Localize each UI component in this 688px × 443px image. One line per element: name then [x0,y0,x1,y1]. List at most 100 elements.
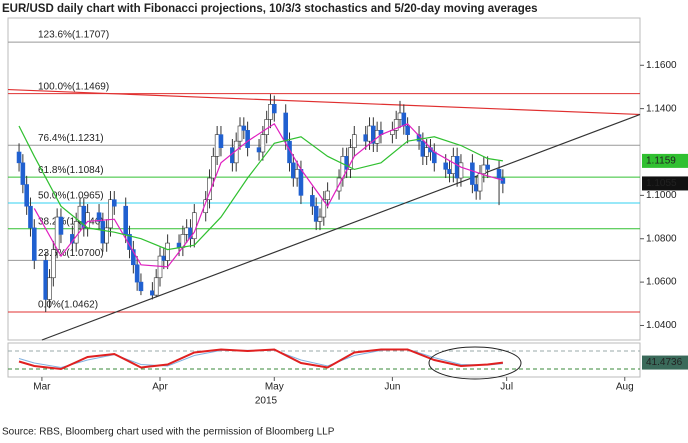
candle-body [131,249,136,266]
candle-body [51,249,56,279]
candle-body [298,169,304,196]
trendline [41,113,641,341]
candle-body [283,112,289,142]
candle-body [287,140,292,164]
fib-label: 50.0%(1.0965) [38,191,104,202]
candle-body [470,162,475,185]
candle-body [420,140,426,157]
y-tick-label: 1.0600 [646,277,677,288]
y-tick-label: 1.1000 [646,190,677,201]
candle-body [138,281,144,292]
fib-label: 23.6%(1.0700) [38,248,104,259]
moving-average [18,125,503,251]
candle-body [73,221,79,244]
candle-body [16,151,22,164]
x-tick-label: May [265,382,284,393]
candle-body [96,212,102,222]
candle-body [237,125,243,142]
candle-body [211,156,216,179]
candle-body [214,134,220,157]
source: Source: RBS, Bloomberg chart used with t… [2,427,335,438]
candle-body [165,242,170,261]
candle-body [317,216,323,222]
fib-label: 38.2%(1.0846) [38,216,104,227]
candle-body [477,173,483,192]
marks: 1.1600 1.1400 1.1000 1.0800 1.0600 1.0400 Mar A… [7,30,688,393]
price-panel [7,17,641,341]
candle-body [291,162,296,179]
candle-body [104,227,109,244]
fib-label: 100.0%(1.1469) [38,81,109,92]
trendline [7,88,641,116]
x-tick-label: Jun [384,382,400,393]
highlight-ellipse [428,346,522,380]
candle-body [496,169,502,179]
candle-body [294,169,300,179]
candle-body [451,156,456,174]
candle-body [111,199,117,207]
y-tick-label: 1.1600 [646,60,677,71]
y-tick-label: 1.1400 [646,103,677,114]
x-tick-label: Apr [152,382,168,393]
y-tick-label: 1.0400 [646,320,677,331]
candle-body [351,134,357,148]
candle-body [321,199,327,218]
candle-body [313,205,319,222]
candle-body [153,277,159,296]
fib-label: 76.4%(1.1231) [38,133,104,144]
stochastic-panel [7,342,641,378]
last-price-label-box [642,176,688,191]
candle-body [31,227,37,261]
candle-body [268,104,273,120]
candle-body [397,112,403,120]
x-tick-label: Mar [33,382,51,393]
candle-body [325,190,330,201]
candle-body [150,290,155,296]
candle-body [24,184,29,207]
candle-body [218,134,224,148]
candle-body [367,125,372,142]
candle-body [447,169,452,174]
chart-title: EUR/USD daily chart with Fibonacci proje… [2,3,538,15]
candle-body [176,242,182,248]
candle-body [256,147,262,153]
candle-body [123,205,129,235]
candle-body [161,255,167,261]
x-tick-label: Aug [616,382,634,393]
candle-body [443,162,449,170]
candle-body [363,134,369,142]
ma-last-label: 1.1159 [646,156,676,167]
candle-body [47,277,52,300]
candle-body [424,147,429,157]
stochastic-last-label-box [642,355,688,370]
candle-body [85,212,90,229]
candle-body [77,205,83,222]
last-price-label: 1.1055 [646,178,677,189]
ma-last-label-box [642,153,688,168]
candle-body [58,216,64,235]
candle-body [458,162,464,179]
y-tick-label: 1.0800 [646,233,677,244]
stochastic-line [18,348,504,371]
candle-body [393,119,399,131]
candle-body [245,130,250,148]
candle-body [500,177,506,184]
candle-body [184,227,189,235]
candle-body [241,125,247,131]
candle-body [310,195,315,207]
candle-body [108,199,113,229]
moving-average [33,122,504,268]
fib-label: 61.8%(1.1084) [38,165,104,176]
candle-body [481,164,487,174]
candle-body [485,164,490,170]
fib-label: 0.0%(1.0462) [38,300,98,311]
year-label: 2015 [255,396,278,407]
candle-body [431,151,437,164]
candle-body [43,260,49,300]
candle-body [264,119,269,135]
stochastic-last-label: 41.4736 [646,357,683,368]
candle-body [401,112,407,127]
candle-body [454,156,460,179]
fib-label: 123.6%(1.1707) [38,30,109,41]
